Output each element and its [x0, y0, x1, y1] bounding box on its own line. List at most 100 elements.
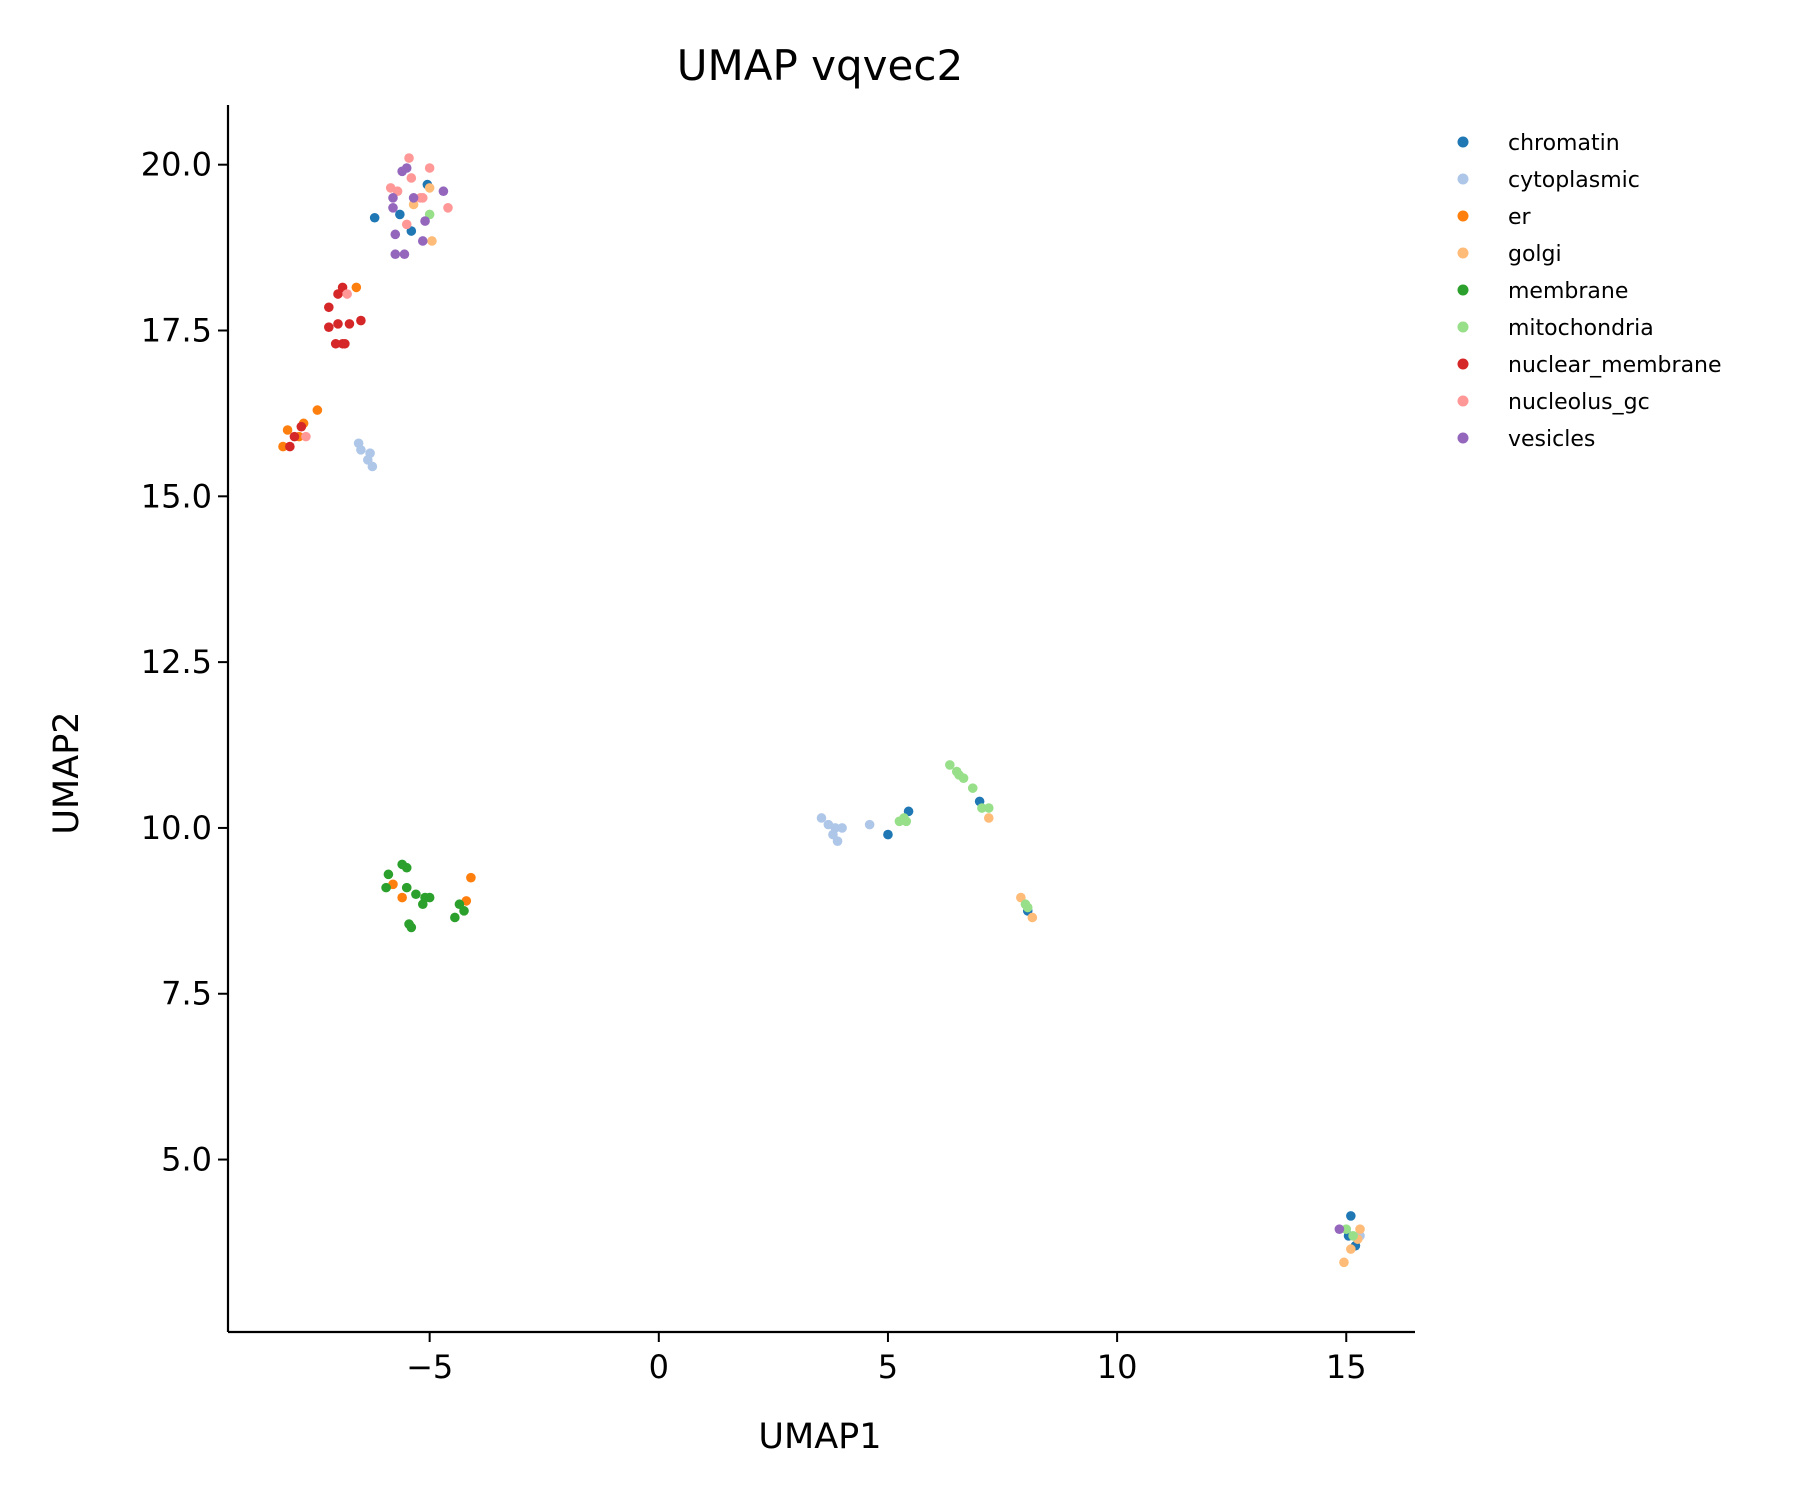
- data-point-nuclear_membrane: [330, 338, 341, 349]
- data-point-mitochondria: [1348, 1231, 1358, 1241]
- data-point-chromatin: [1346, 1211, 1356, 1221]
- data-point-nuclear_membrane: [324, 302, 334, 313]
- legend-item-nucleolus_gc: nucleolus_gc: [1457, 390, 1650, 415]
- data-point-golgi: [424, 183, 435, 193]
- legend-item-membrane: membrane: [1457, 279, 1628, 304]
- data-point-golgi: [408, 199, 419, 210]
- series-cytoplasmic: [353, 438, 1365, 1241]
- x-tick-label: 5: [878, 1348, 898, 1386]
- legend-label: cytoplasmic: [1508, 168, 1640, 193]
- x-tick-label: 0: [649, 1348, 669, 1386]
- data-point-vesicles: [388, 203, 398, 213]
- data-point-vesicles: [390, 229, 401, 240]
- x-axis-label: UMAP1: [758, 1417, 881, 1457]
- x-tick-label: 10: [1097, 1348, 1138, 1386]
- data-point-chromatin: [395, 209, 405, 220]
- data-point-er: [278, 441, 288, 452]
- y-tick-label: 15.0: [141, 477, 212, 515]
- data-point-golgi: [1346, 1244, 1356, 1254]
- axes: −5 0 5 10 15 5.0 7.5 10.0 12.5 15.0 17.5 20.0: [141, 105, 1415, 1386]
- legend-item-mitochondria: mitochondria: [1457, 316, 1654, 341]
- data-point-golgi: [1027, 912, 1038, 923]
- data-point-cytoplasmic: [365, 448, 375, 459]
- data-point-mitochondria: [945, 760, 955, 770]
- series-golgi: [408, 183, 1365, 1268]
- y-tick-label: 10.0: [141, 809, 212, 847]
- data-point-cytoplasmic: [830, 823, 841, 833]
- data-point-mitochondria: [958, 773, 969, 783]
- x-tick-label: 15: [1326, 1348, 1367, 1386]
- data-point-cytoplasmic: [832, 836, 843, 846]
- data-point-er: [282, 425, 293, 435]
- data-point-vesicles: [1334, 1224, 1345, 1234]
- legend-marker: [1457, 395, 1469, 407]
- data-point-membrane: [401, 862, 412, 873]
- chart-title: UMAP vqvec2: [677, 41, 963, 90]
- data-point-nuclear_membrane: [289, 431, 300, 442]
- data-point-cytoplasmic: [367, 461, 378, 472]
- data-point-nucleolus_gc: [404, 153, 414, 163]
- series-membrane: [381, 859, 469, 933]
- legend-label: er: [1508, 205, 1532, 230]
- legend-marker: [1457, 210, 1469, 222]
- series-vesicles: [388, 163, 1345, 1234]
- data-point-vesicles: [438, 186, 449, 197]
- legend-item-golgi: golgi: [1457, 242, 1562, 267]
- y-axis-label: UMAP2: [47, 711, 87, 834]
- series-er: [278, 282, 476, 906]
- y-tick-label: 7.5: [161, 975, 212, 1013]
- data-point-vesicles: [399, 249, 410, 260]
- data-point-nuclear_membrane: [285, 441, 295, 452]
- legend-label: membrane: [1508, 279, 1628, 304]
- legend-item-cytoplasmic: cytoplasmic: [1457, 168, 1640, 193]
- data-point-golgi: [983, 813, 994, 823]
- legend-marker: [1457, 432, 1469, 444]
- y-tick-label: 17.5: [141, 312, 212, 350]
- legend: chromatin cytoplasmic er golgi membrane mitoc…: [1457, 131, 1722, 452]
- legend-item-nuclear_membrane: nuclear_membrane: [1457, 353, 1722, 378]
- data-point-mitochondria: [967, 783, 978, 793]
- data-point-nuclear_membrane: [340, 338, 350, 349]
- legend-item-chromatin: chromatin: [1457, 131, 1620, 156]
- series-nucleolus_gc: [301, 153, 453, 442]
- legend-label: vesicles: [1508, 427, 1595, 452]
- data-point-golgi: [1355, 1224, 1365, 1234]
- legend-label: nucleolus_gc: [1508, 390, 1650, 415]
- legend-label: mitochondria: [1508, 316, 1654, 341]
- legend-item-vesicles: vesicles: [1457, 427, 1595, 452]
- data-point-golgi: [427, 236, 437, 246]
- data-point-chromatin: [369, 212, 380, 223]
- legend-marker: [1457, 284, 1469, 296]
- data-point-nucleolus_gc: [406, 173, 417, 183]
- legend-label: golgi: [1508, 242, 1562, 267]
- data-point-membrane: [424, 892, 435, 903]
- y-tick-label: 12.5: [141, 643, 212, 681]
- data-point-cytoplasmic: [864, 819, 875, 830]
- data-point-cytoplasmic: [816, 813, 827, 823]
- data-point-mitochondria: [977, 803, 987, 813]
- legend-marker: [1457, 321, 1469, 333]
- data-point-mitochondria: [983, 803, 994, 813]
- y-tick-label: 20.0: [141, 146, 212, 184]
- legend-marker: [1457, 173, 1469, 185]
- data-point-vesicles: [408, 193, 419, 203]
- data-point-membrane: [406, 922, 417, 933]
- series-chromatin: [369, 179, 1361, 1251]
- legend-item-er: er: [1457, 205, 1532, 230]
- data-point-membrane: [383, 869, 394, 880]
- data-point-nucleolus_gc: [301, 431, 311, 442]
- data-point-golgi: [1339, 1257, 1349, 1268]
- data-point-nucleolus_gc: [401, 219, 412, 230]
- series-nuclear_membrane: [285, 282, 366, 452]
- data-point-nuclear_membrane: [344, 319, 355, 329]
- data-point-membrane: [459, 906, 469, 916]
- data-point-nuclear_membrane: [333, 319, 343, 329]
- data-point-nucleolus_gc: [424, 163, 435, 173]
- data-point-membrane: [411, 889, 421, 900]
- data-point-membrane: [401, 882, 412, 893]
- data-point-nuclear_membrane: [296, 421, 307, 432]
- data-point-membrane: [450, 912, 460, 923]
- data-point-er: [351, 282, 362, 293]
